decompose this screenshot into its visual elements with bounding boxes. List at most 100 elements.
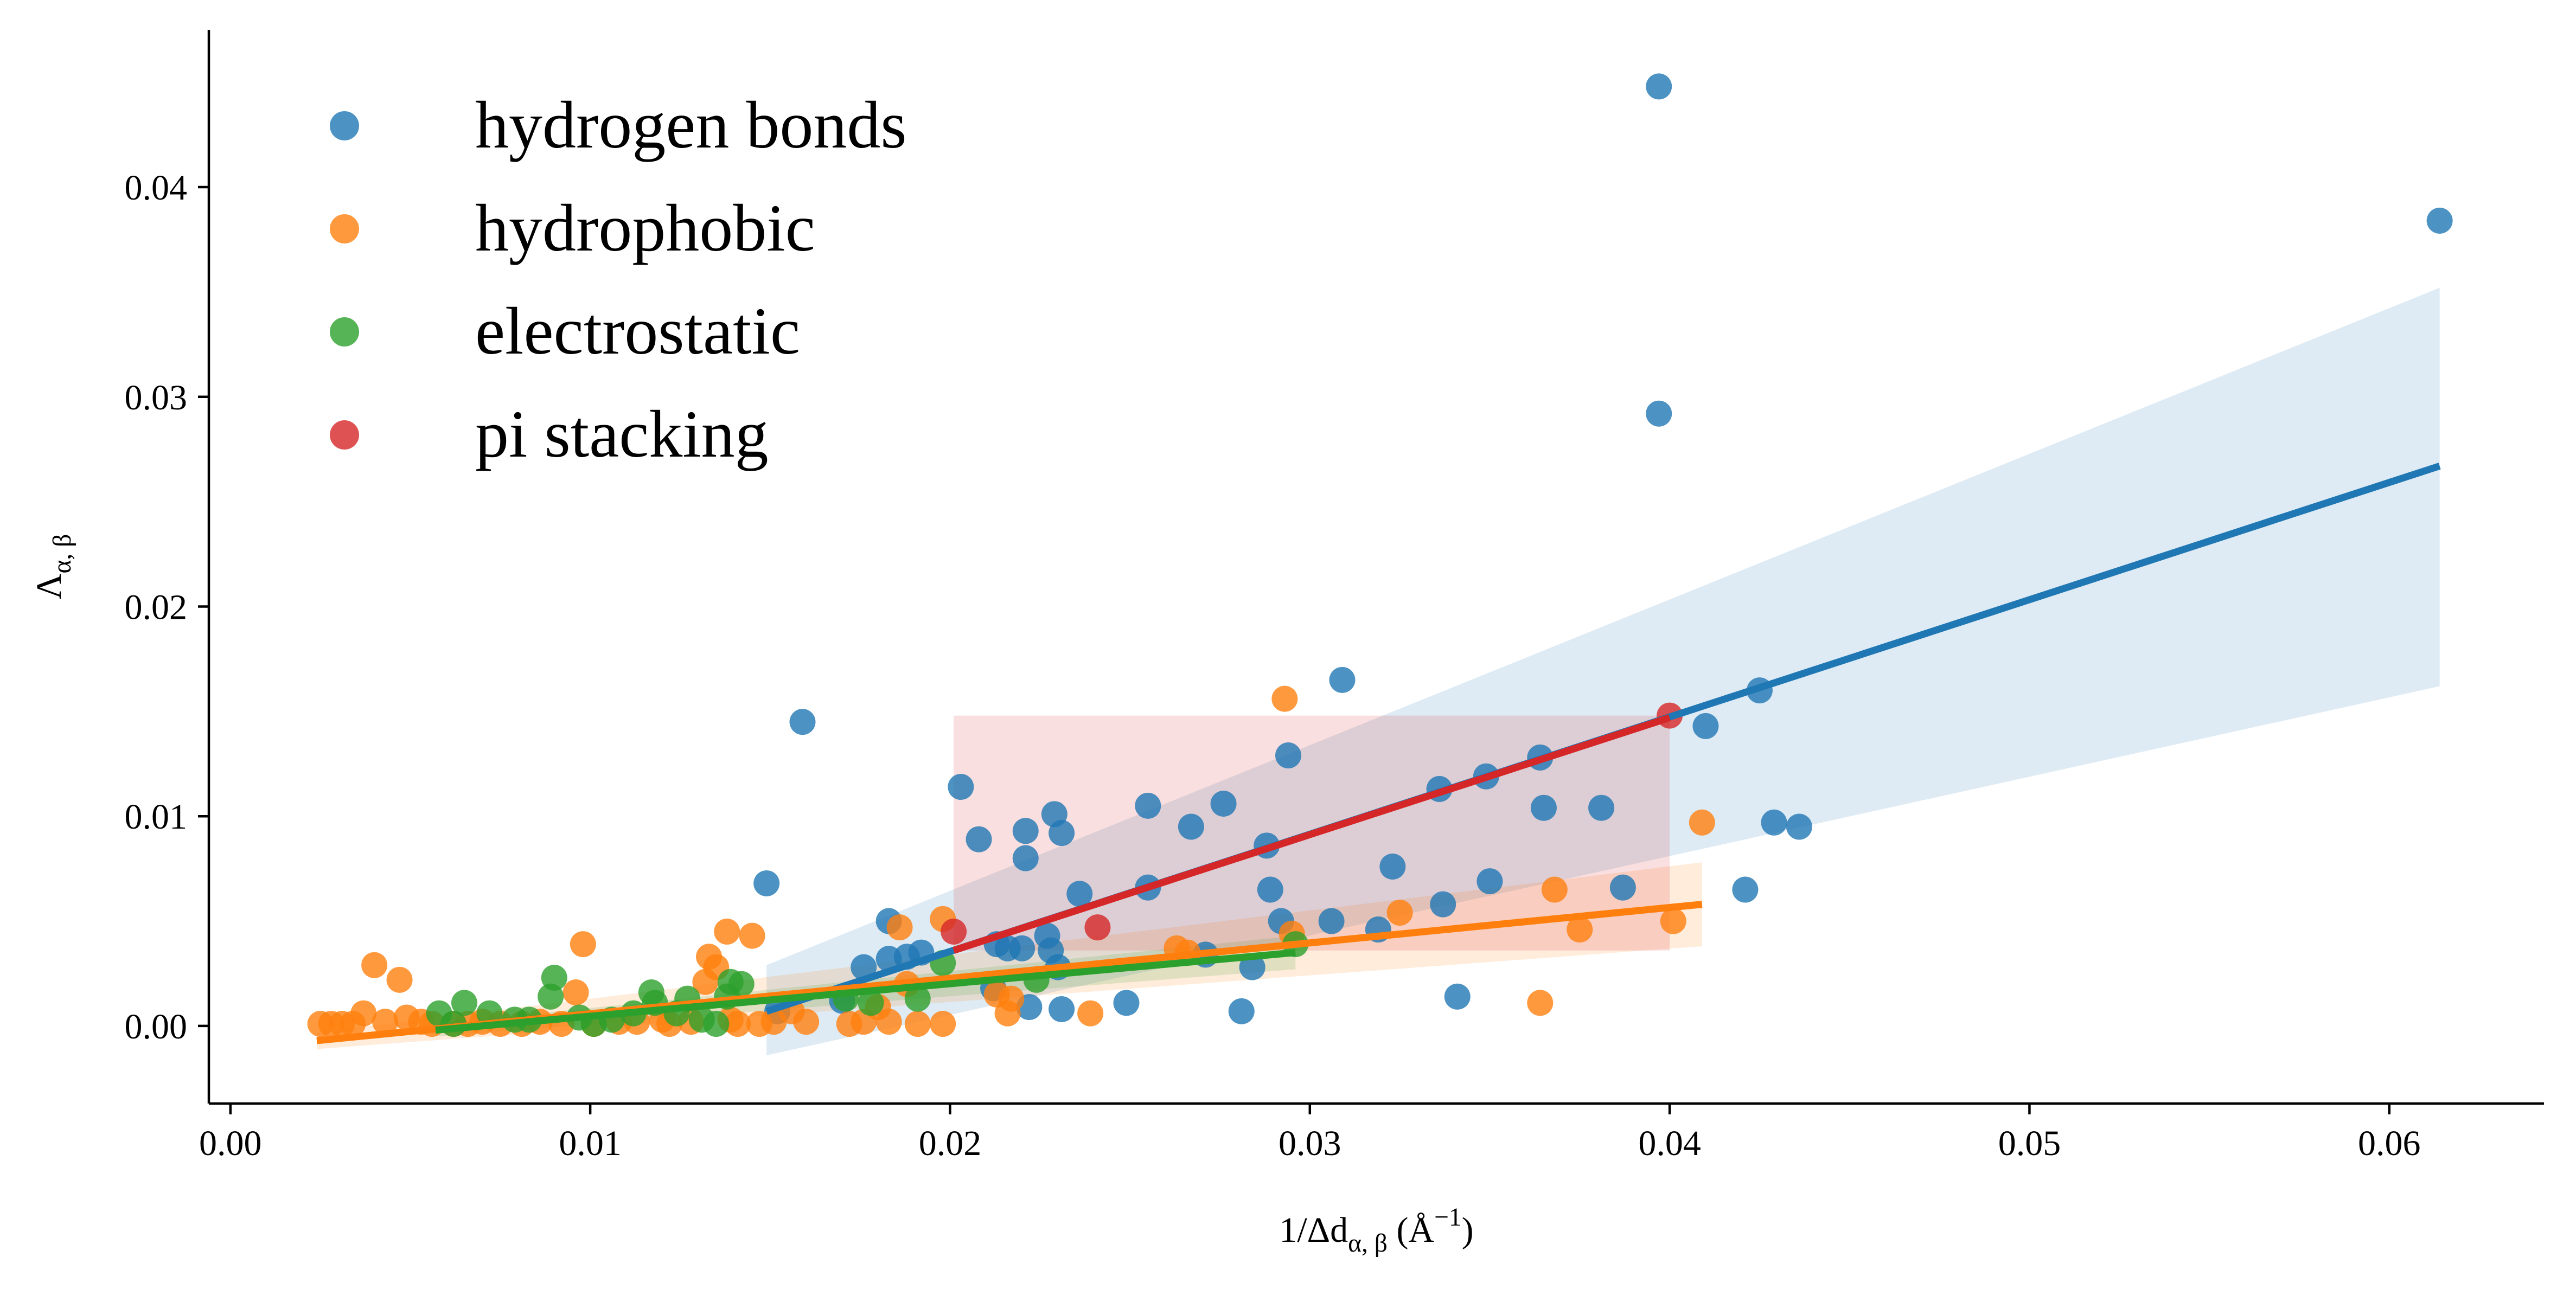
hydrogen-bonds-point	[1135, 792, 1161, 819]
hydrophobic-point	[875, 1009, 902, 1035]
hydrophobic-point	[904, 1011, 931, 1037]
hydrogen-bonds-point	[851, 954, 877, 980]
hydrogen-bonds-point	[789, 709, 816, 735]
y-tick-label: 0.01	[125, 797, 188, 837]
electrostatic-point	[451, 990, 477, 1016]
hydrophobic-point	[372, 1009, 399, 1035]
hydrophobic-point	[1077, 1000, 1104, 1027]
y-tick-label: 0.04	[125, 168, 188, 208]
electrostatic-legend-label: electrostatic	[475, 294, 800, 368]
hydrophobic-point	[714, 918, 740, 945]
hydrogen-bonds-point	[1012, 845, 1039, 871]
hydrogen-bonds-point	[1329, 666, 1356, 693]
pi-stacking-regression-line	[953, 714, 1671, 954]
regression-lines	[316, 463, 2441, 1044]
hydrogen-bonds-point	[1430, 891, 1456, 918]
hydrogen-bonds-point	[1646, 73, 1672, 100]
hydrogen-bonds-point	[1318, 908, 1345, 934]
electrostatic-point	[538, 983, 564, 1010]
hydrogen-bonds-confidence-band	[766, 287, 2440, 1056]
hydrophobic-point	[361, 952, 388, 978]
hydrogen-bonds-point	[1732, 876, 1759, 903]
hydrophobic-point	[836, 1011, 862, 1037]
hydrogen-bonds-point	[1257, 876, 1283, 903]
hydrogen-bonds-point	[1275, 742, 1301, 769]
x-tick-label: 0.00	[199, 1124, 262, 1163]
hydrogen-bonds-point	[1692, 713, 1719, 739]
pi-stacking-legend-marker	[330, 420, 359, 450]
hydrogen-bonds-point	[1786, 813, 1812, 840]
hydrogen-bonds-point	[875, 946, 902, 972]
electrostatic-regression-line	[435, 949, 1296, 1034]
hydrophobic-point	[725, 1011, 751, 1037]
x-tick-label: 0.01	[559, 1124, 622, 1163]
y-axis-label: Λα, β	[29, 534, 76, 600]
hydrogen-bonds-legend-label: hydrogen bonds	[475, 88, 907, 162]
hydrogen-bonds-point	[994, 935, 1021, 961]
hydrophobic-point	[739, 922, 765, 949]
hydrophobic-point	[1567, 916, 1593, 943]
hydrophobic-point	[1386, 900, 1413, 926]
hydrogen-bonds-point	[1239, 954, 1265, 980]
hydrophobic-point	[930, 1011, 956, 1037]
electrostatic-legend-marker	[330, 317, 359, 347]
hydrogen-bonds-point	[1588, 794, 1615, 821]
x-tick-label: 0.06	[2358, 1124, 2421, 1163]
hydrogen-bonds-point	[1210, 790, 1237, 817]
hydrophobic-point	[746, 1011, 772, 1037]
hydrogen-bonds-point	[1761, 809, 1787, 836]
hydrophobic-point	[692, 969, 719, 995]
pi-stacking-point	[941, 918, 967, 945]
hydrogen-bonds-point	[1066, 881, 1093, 907]
hydrophobic-legend-marker	[330, 214, 359, 243]
hydrogen-bonds-point	[966, 826, 992, 852]
hydrogen-bonds-point	[1228, 998, 1255, 1024]
hydrophobic-point	[1527, 990, 1554, 1016]
hydrophobic-legend-label: hydrophobic	[475, 191, 815, 265]
hydrophobic-point	[562, 979, 589, 1006]
hydrophobic-point	[1660, 908, 1686, 934]
x-tick-label: 0.04	[1638, 1124, 1701, 1163]
x-tick-label: 0.02	[919, 1124, 982, 1163]
y-tick-label: 0.02	[125, 587, 188, 627]
hydrogen-bonds-point	[2426, 207, 2453, 234]
x-tick-label: 0.03	[1279, 1124, 1341, 1163]
hydrogen-bonds-point	[1049, 996, 1075, 1022]
hydrophobic-point	[386, 966, 413, 993]
hydrogen-bonds-point	[1609, 874, 1636, 901]
hydrogen-bonds-point	[948, 774, 974, 800]
hydrogen-bonds-legend-marker	[330, 111, 359, 140]
hydrophobic-point	[340, 1011, 366, 1037]
y-tick-label: 0.03	[125, 378, 188, 418]
electrostatic-point	[703, 1011, 730, 1037]
axes: 0.00 0.01 0.02 0.03 0.04 0.05 0.06 0.00 0.01 0.02…	[29, 30, 2544, 1258]
pi-stacking-point	[1084, 914, 1111, 941]
electrostatic-point	[904, 985, 931, 1012]
hydrogen-bonds-point	[1379, 854, 1406, 880]
hydrogen-bonds-point	[1476, 868, 1503, 895]
hydrophobic-point	[1271, 685, 1298, 712]
hydrogen-bonds-point	[1178, 813, 1204, 840]
hydrogen-bonds-point	[1646, 400, 1672, 427]
hydrogen-bonds-point	[1012, 818, 1039, 844]
y-tick-label: 0.00	[125, 1007, 188, 1047]
hydrogen-bonds-point	[1444, 983, 1471, 1010]
hydrogen-bonds-point	[1049, 820, 1075, 846]
legend: hydrogen bonds hydrophobic electrostatic pi…	[330, 88, 907, 471]
hydrogen-bonds-point	[1530, 794, 1557, 821]
hydrogen-bonds-point	[1113, 990, 1140, 1016]
x-axis-label: 1/Δdα, β (Å−1)	[1279, 1203, 1473, 1258]
hydrophobic-point	[1541, 876, 1568, 903]
hydrophobic-point	[570, 931, 596, 958]
hydrophobic-point	[886, 914, 913, 941]
x-tick-label: 0.05	[1998, 1124, 2061, 1163]
pi-stacking-legend-label: pi stacking	[475, 397, 769, 471]
hydrogen-bonds-point	[753, 870, 780, 896]
hydrophobic-point	[793, 1009, 820, 1035]
electrostatic-point	[858, 990, 884, 1016]
hydrophobic-point	[1689, 809, 1715, 836]
hydrophobic-point	[318, 1011, 344, 1037]
